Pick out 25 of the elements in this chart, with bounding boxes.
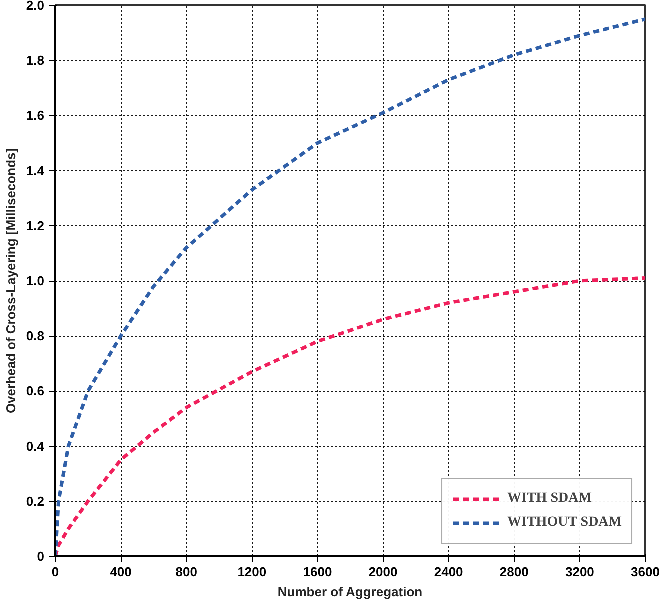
y-tick-label: 2.0 (26, 0, 45, 13)
x-axis-title: Number of Aggregation (278, 584, 423, 600)
y-tick-label: 0.6 (26, 384, 45, 399)
x-tick-label: 400 (110, 564, 132, 580)
legend-label: WITH SDAM (508, 491, 592, 507)
x-tick-label: 2400 (434, 564, 464, 580)
x-tick-label: 800 (176, 564, 198, 580)
y-tick-label: 1.6 (26, 108, 45, 124)
y-tick-label: 0 (37, 549, 45, 564)
y-axis-title: Overhead of Cross-Layering [Milliseconds] (3, 148, 18, 414)
y-tick-label: 1.4 (26, 163, 46, 178)
x-tick-label: 0 (52, 564, 60, 580)
x-tick-label: 3600 (631, 564, 660, 580)
y-tick-label: 0.2 (26, 494, 45, 509)
y-tick-label: 1.0 (26, 274, 45, 288)
y-tick-label: 1.8 (26, 53, 45, 68)
x-tick-label: 3200 (565, 564, 594, 580)
y-tick-label: 0.8 (26, 328, 45, 344)
x-tick-label: 1200 (238, 564, 267, 580)
y-tick-label: 0.4 (26, 438, 46, 454)
x-tick-label: 2800 (500, 564, 529, 580)
y-tick-label: 1.2 (26, 218, 45, 234)
legend-label: WITHOUT SDAM (508, 515, 622, 531)
x-tick-label: 1600 (303, 564, 332, 580)
x-tick-label: 2000 (368, 564, 398, 580)
